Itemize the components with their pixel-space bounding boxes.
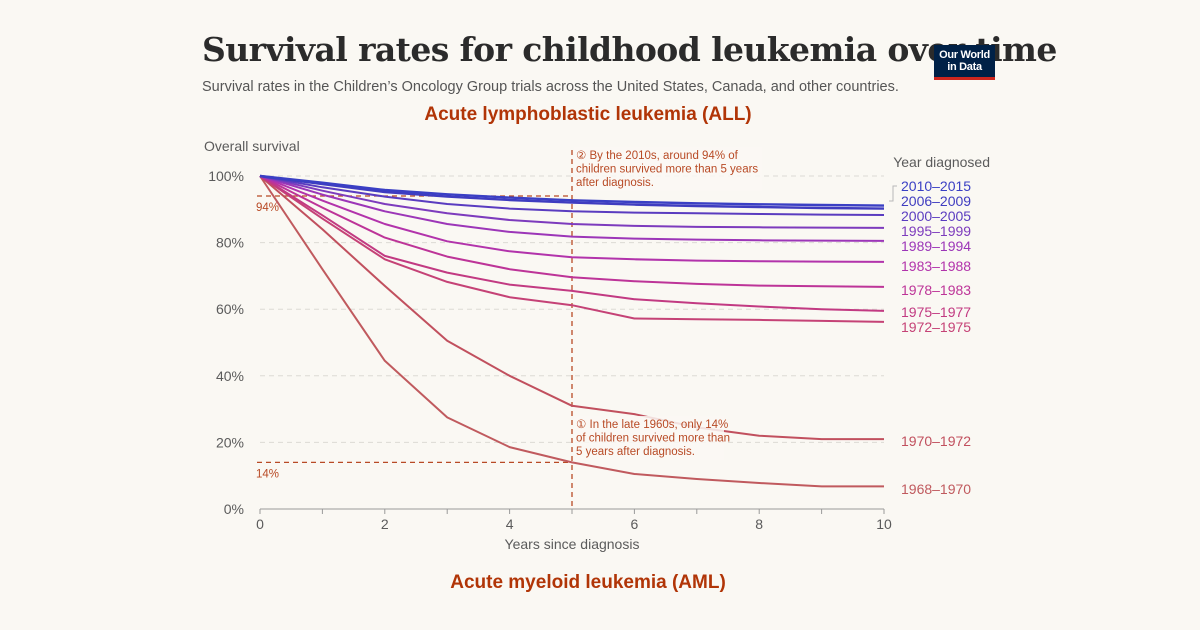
reference-lines: 94% 14% xyxy=(256,150,573,509)
series-label: 1989–1994 xyxy=(901,238,971,254)
y-tick-label: 20% xyxy=(216,434,244,450)
series-label: 1972–1975 xyxy=(901,319,971,335)
label-bracket xyxy=(889,185,897,202)
series-line xyxy=(259,175,884,488)
series-label: 1970–1972 xyxy=(901,433,971,449)
reference-label: 14% xyxy=(256,468,279,480)
series-label: 2006–2009 xyxy=(901,193,971,209)
chart-title: Survival rates for childhood leukemia ov… xyxy=(202,30,1057,69)
section-title-aml: Acute myeloid leukemia (AML) xyxy=(450,572,726,592)
x-tick-label: 2 xyxy=(381,516,389,532)
series-label: 2000–2005 xyxy=(901,208,971,224)
series-label: 1978–1983 xyxy=(901,282,971,298)
reference-label: 94% xyxy=(256,202,279,214)
series-line xyxy=(259,174,885,207)
y-tick-label: 40% xyxy=(216,368,244,384)
y-tick-label: 80% xyxy=(216,235,244,251)
logo-line-2: in Data xyxy=(947,61,982,73)
owid-logo[interactable]: Our World in Data xyxy=(934,45,995,80)
y-tick-label: 60% xyxy=(216,301,244,317)
annotation-background xyxy=(574,147,762,191)
series-label: 1983–1988 xyxy=(901,258,971,274)
x-axis-label: Years since diagnosis xyxy=(505,536,640,552)
annotation-text: children survived more than 5 years xyxy=(576,164,758,176)
series-line xyxy=(259,175,885,216)
series-label: 1968–1970 xyxy=(901,481,971,497)
x-tick-label: 10 xyxy=(876,516,892,532)
y-tick-label: 0% xyxy=(224,501,244,517)
logo-line-1: Our World xyxy=(939,49,990,61)
legend-title: Year diagnosed xyxy=(893,154,990,170)
series-line xyxy=(259,174,885,210)
x-tick-label: 0 xyxy=(256,516,264,532)
section-title-all: Acute lymphoblastic leukemia (ALL) xyxy=(424,104,752,125)
series-line xyxy=(259,175,885,242)
series-line xyxy=(259,175,885,323)
annotation-text: ② By the 2010s, around 94% of xyxy=(576,150,739,162)
y-tick-label: 100% xyxy=(208,168,244,184)
series-line xyxy=(259,175,884,441)
x-tick-label: 6 xyxy=(631,516,639,532)
series-line xyxy=(259,175,885,288)
series-lines xyxy=(259,174,885,488)
series-labels: 2010–20152006–20092000–20051995–19991989… xyxy=(889,178,971,497)
annotation-text: 5 years after diagnosis. xyxy=(576,446,695,458)
annotation-text: ① In the late 1960s, only 14% xyxy=(576,419,728,431)
y-axis-label: Overall survival xyxy=(204,138,300,154)
x-tick-label: 8 xyxy=(755,516,763,532)
annotation-text: after diagnosis. xyxy=(576,177,654,189)
annotation-background xyxy=(574,416,724,460)
series-label: 1975–1977 xyxy=(901,304,971,320)
annotation-text: of children survived more than xyxy=(576,433,730,445)
series-label: 1995–1999 xyxy=(901,223,971,239)
series-line xyxy=(259,175,885,312)
series-line xyxy=(259,175,885,229)
chart-subtitle: Survival rates in the Children’s Oncolog… xyxy=(202,79,899,95)
annotations: ② By the 2010s, around 94% of children su… xyxy=(574,147,762,460)
axes: 0% 20% 40% 60% 80% 100% 0 2 4 6 8 10 xyxy=(208,168,892,532)
x-tick-label: 4 xyxy=(506,516,514,532)
series-label: 2010–2015 xyxy=(901,178,971,194)
series-line xyxy=(259,175,885,263)
